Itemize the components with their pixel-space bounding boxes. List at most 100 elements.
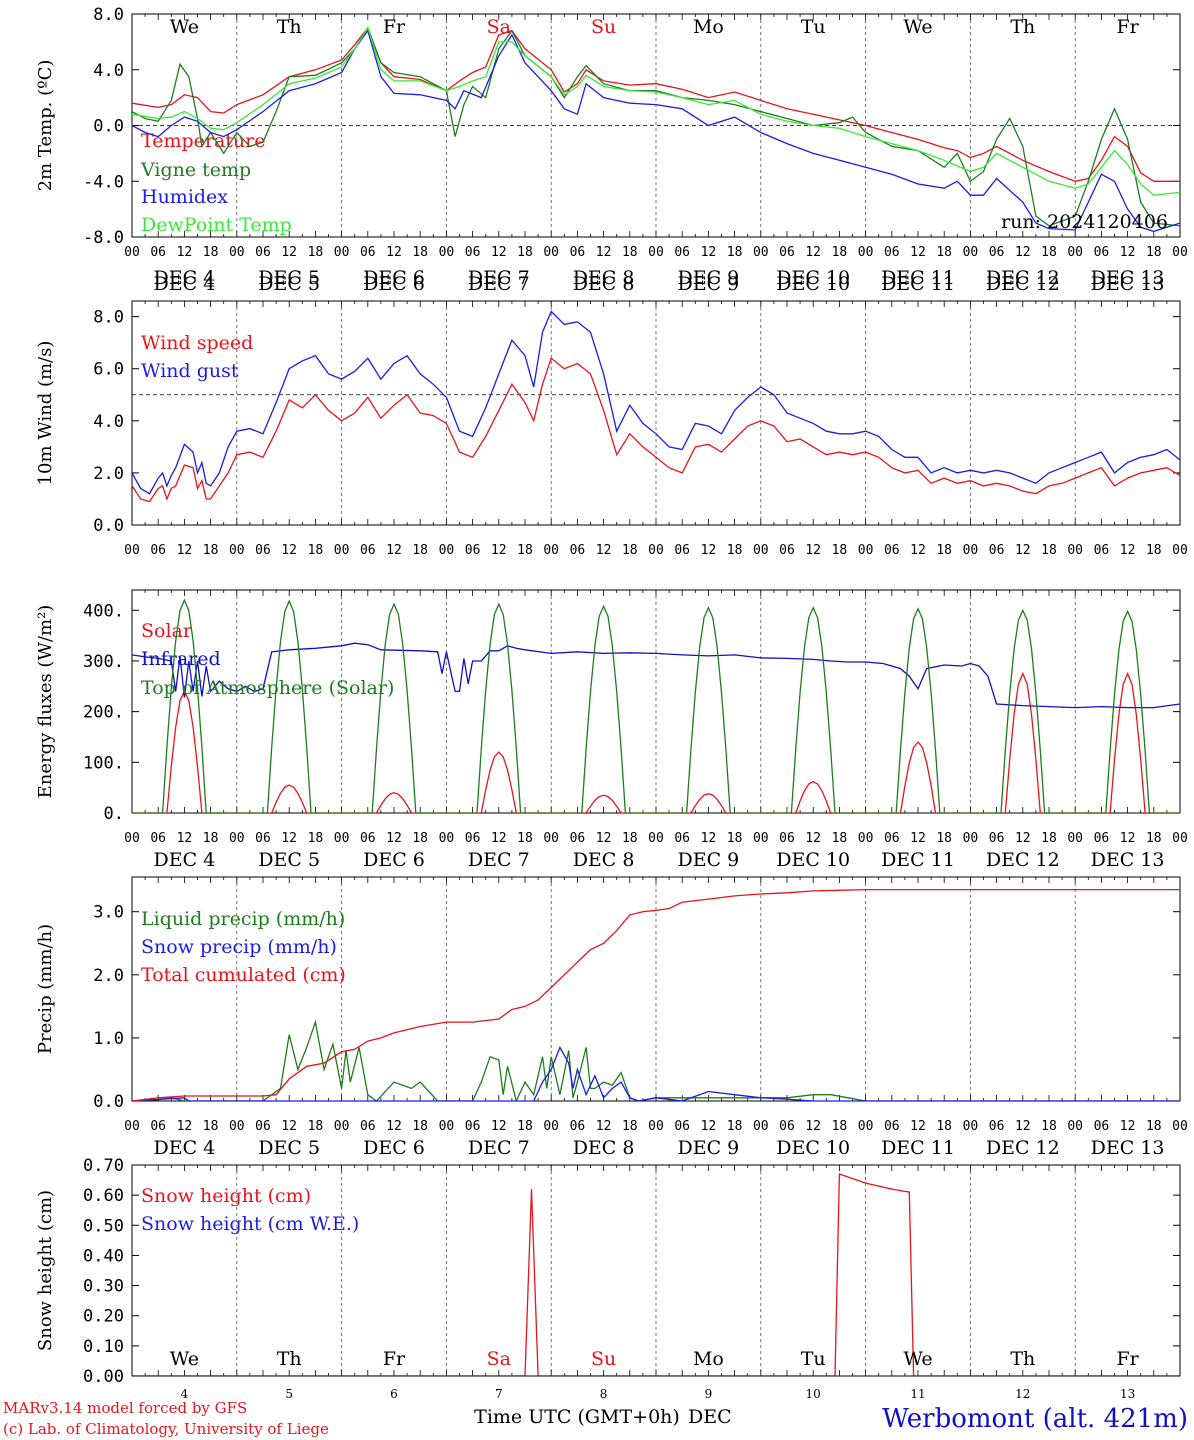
hour-tick-label: 00 bbox=[858, 1119, 874, 1134]
legend-label: Top of Atmosphere (Solar) bbox=[141, 677, 394, 699]
weekday-label: Tu bbox=[801, 1348, 826, 1370]
hour-tick-label: 18 bbox=[308, 245, 324, 260]
date-label: DEC 8 bbox=[573, 849, 635, 871]
y-tick-label: 4.0 bbox=[93, 61, 124, 81]
y-tick-label: 8.0 bbox=[93, 308, 124, 328]
hour-tick-label: 18 bbox=[936, 1119, 952, 1134]
hour-tick-label: 00 bbox=[543, 831, 559, 846]
hour-tick-label: 18 bbox=[308, 543, 324, 558]
hour-tick-label: 00 bbox=[1067, 543, 1083, 558]
hour-tick-label: 12 bbox=[596, 543, 612, 558]
hour-tick-label: 06 bbox=[779, 1119, 795, 1134]
date-label: DEC 10 bbox=[776, 849, 850, 871]
hour-tick-label: 06 bbox=[465, 1119, 481, 1134]
hour-tick-label: 18 bbox=[308, 831, 324, 846]
hour-tick-label: 06 bbox=[255, 1119, 271, 1134]
hour-tick-label: 06 bbox=[989, 245, 1005, 260]
date-label: DEC 13 bbox=[1091, 267, 1165, 289]
series-line-2 bbox=[132, 642, 1180, 709]
day-number-label: 4 bbox=[181, 1387, 189, 1401]
hour-tick-label: 06 bbox=[674, 543, 690, 558]
hour-tick-label: 18 bbox=[832, 245, 848, 260]
hour-tick-label: 12 bbox=[910, 1119, 926, 1134]
hour-tick-label: 18 bbox=[203, 831, 219, 846]
hour-tick-label: 18 bbox=[832, 543, 848, 558]
hour-tick-label: 00 bbox=[753, 245, 769, 260]
date-label: DEC 5 bbox=[258, 1137, 320, 1159]
hour-tick-label: 06 bbox=[779, 831, 795, 846]
hour-tick-label: 18 bbox=[203, 543, 219, 558]
hour-tick-label: 00 bbox=[334, 1119, 350, 1134]
hour-tick-label: 12 bbox=[1015, 1119, 1031, 1134]
series-line-1 bbox=[132, 671, 1180, 813]
hour-tick-label: 00 bbox=[648, 245, 664, 260]
y-tick-label: 0.20 bbox=[83, 1307, 124, 1327]
hour-tick-label: 18 bbox=[203, 1119, 219, 1134]
series-line-1 bbox=[132, 357, 1180, 503]
weekday-label: We bbox=[903, 16, 932, 38]
date-label: DEC 12 bbox=[986, 849, 1060, 871]
hour-tick-label: 18 bbox=[203, 245, 219, 260]
hour-tick-label: 06 bbox=[884, 1119, 900, 1134]
hour-tick-label: 06 bbox=[255, 831, 271, 846]
y-tick-label: 4.0 bbox=[93, 412, 124, 432]
hour-tick-label: 12 bbox=[491, 1119, 507, 1134]
y-tick-label: -4.0 bbox=[83, 172, 124, 192]
hour-tick-label: 06 bbox=[674, 831, 690, 846]
day-number-label: 10 bbox=[806, 1387, 821, 1401]
date-label: DEC 11 bbox=[881, 1137, 955, 1159]
hour-tick-label: 00 bbox=[648, 543, 664, 558]
hour-tick-label: 00 bbox=[648, 831, 664, 846]
hour-tick-label: 06 bbox=[884, 543, 900, 558]
hour-tick-label: 00 bbox=[963, 831, 979, 846]
hour-tick-label: 00 bbox=[858, 831, 874, 846]
hour-tick-label: 00 bbox=[334, 245, 350, 260]
hour-tick-label: 18 bbox=[412, 831, 428, 846]
hour-tick-label: 18 bbox=[622, 1119, 638, 1134]
date-label: DEC 9 bbox=[678, 849, 740, 871]
weekday-label: Su bbox=[591, 16, 616, 38]
hour-tick-label: 12 bbox=[386, 831, 402, 846]
hour-tick-label: 06 bbox=[150, 1119, 166, 1134]
day-number-label: 11 bbox=[910, 1387, 925, 1401]
day-number-label: 5 bbox=[285, 1387, 293, 1401]
hour-tick-label: 06 bbox=[570, 831, 586, 846]
hour-tick-label: 06 bbox=[1094, 831, 1110, 846]
y-tick-label: 2.0 bbox=[93, 464, 124, 484]
hour-tick-label: 18 bbox=[936, 245, 952, 260]
weekday-label: Su bbox=[591, 1348, 616, 1370]
hour-tick-label: 00 bbox=[858, 245, 874, 260]
hour-tick-label: 18 bbox=[622, 831, 638, 846]
hour-tick-label: 18 bbox=[517, 543, 533, 558]
date-label: DEC 9 bbox=[678, 1137, 740, 1159]
hour-tick-label: 12 bbox=[386, 543, 402, 558]
hour-tick-label: 00 bbox=[124, 245, 140, 260]
y-tick-label: 6.0 bbox=[93, 360, 124, 380]
hour-tick-label: 18 bbox=[1041, 1119, 1057, 1134]
series-line-3 bbox=[132, 29, 1180, 233]
legend-label: Humidex bbox=[141, 186, 228, 208]
hour-tick-label: 06 bbox=[1094, 543, 1110, 558]
hour-tick-label: 00 bbox=[229, 543, 245, 558]
date-label: DEC 10 bbox=[776, 267, 850, 289]
weekday-label: Fr bbox=[383, 16, 406, 38]
x-axis-label: Time UTC (GMT+0h) bbox=[474, 1406, 680, 1428]
day-number-label: 12 bbox=[1015, 1387, 1030, 1401]
hour-tick-label: 12 bbox=[177, 831, 193, 846]
date-label: DEC 5 bbox=[258, 849, 320, 871]
hour-tick-label: 00 bbox=[543, 245, 559, 260]
series-line-2 bbox=[132, 1045, 1180, 1101]
date-label: DEC 5 bbox=[258, 267, 320, 289]
weekday-label: Th bbox=[277, 1348, 302, 1370]
date-label: DEC 11 bbox=[881, 849, 955, 871]
date-label: DEC 8 bbox=[573, 1137, 635, 1159]
date-label: DEC 4 bbox=[154, 1137, 216, 1159]
hour-tick-label: 06 bbox=[1094, 245, 1110, 260]
y-tick-label: 0.70 bbox=[83, 1156, 124, 1176]
legend-label: Infrared bbox=[141, 648, 221, 670]
plot-frame bbox=[131, 589, 1181, 814]
weekday-label: Th bbox=[1010, 16, 1035, 38]
hour-tick-label: 18 bbox=[622, 543, 638, 558]
hour-tick-label: 18 bbox=[622, 245, 638, 260]
hour-tick-label: 12 bbox=[177, 543, 193, 558]
